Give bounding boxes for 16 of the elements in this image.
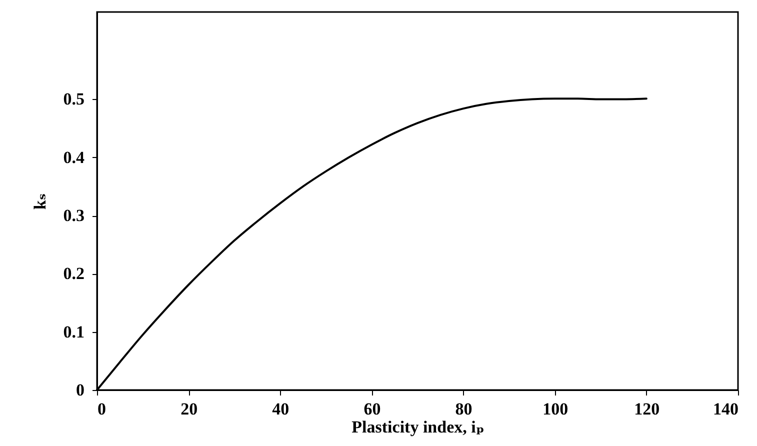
x-tick-label: 100 (542, 400, 568, 418)
y-tick-label: 0.1 (63, 322, 84, 342)
x-tick-label: 140 (713, 400, 738, 418)
x-tick-label: 120 (634, 400, 660, 418)
y-tick-label: 0.4 (63, 148, 85, 167)
y-axis-title: kₛ (30, 193, 50, 210)
x-axis-title: Plasticity index, iₚ (352, 418, 484, 436)
y-tick-label: 0.2 (63, 264, 84, 284)
y-tick-label: 0.5 (63, 90, 84, 109)
x-tick-label: 80 (455, 400, 472, 418)
x-tick-label: 60 (364, 400, 381, 418)
x-tick-label: 40 (272, 400, 290, 418)
x-tick-label: 20 (180, 400, 198, 418)
y-tick-label: 0 (76, 380, 84, 400)
y-tick-label: 0.3 (63, 206, 84, 226)
x-tick-label: 0 (98, 400, 106, 418)
